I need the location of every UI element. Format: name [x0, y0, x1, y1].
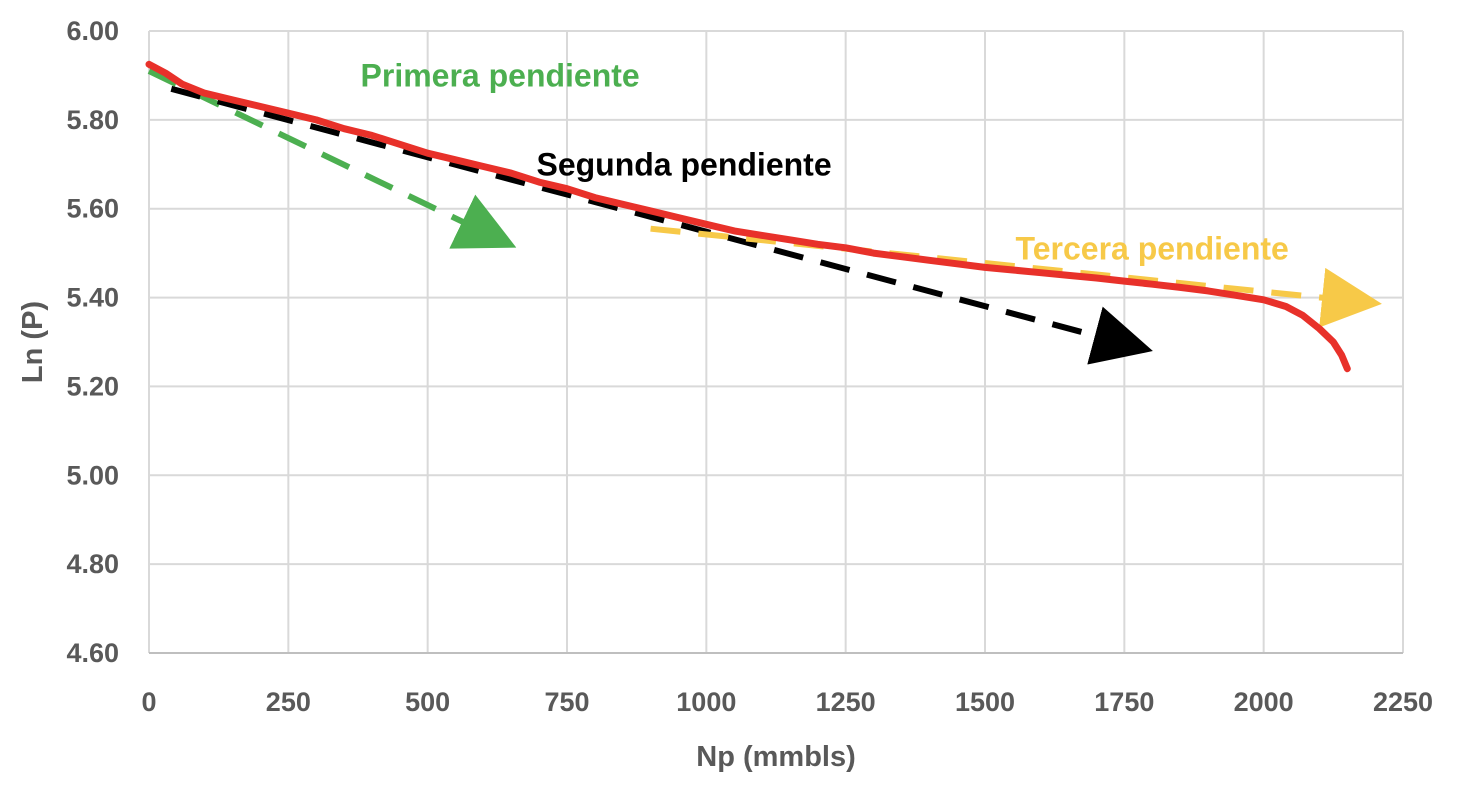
y-tick-label: 5.40	[66, 283, 119, 313]
axes: Np (mmbls) Ln (P) 6.00 5.80 5.60 5.40 5.20 5.…	[17, 16, 1433, 773]
y-tick-label: 4.60	[66, 638, 119, 668]
x-tick-label: 2250	[1373, 687, 1433, 717]
grid	[148, 30, 1404, 654]
y-tick-label: 6.00	[66, 16, 119, 46]
trend-arrow-tercera-pendiente	[650, 225, 1382, 328]
annotations: Primera pendiente Segunda pendiente Tercer…	[361, 57, 1289, 266]
x-tick-label: 500	[405, 687, 450, 717]
series-group	[145, 60, 1382, 373]
y-tick-label: 5.60	[66, 194, 119, 224]
x-tick-label: 1000	[676, 687, 736, 717]
y-tick-label: 5.00	[66, 460, 119, 490]
annotation-label: Primera pendiente	[361, 57, 640, 93]
trend-arrow-segunda-pendiente	[170, 85, 1153, 365]
x-tick-label: 250	[266, 687, 311, 717]
x-axis-title: Np (mmbls)	[696, 741, 856, 773]
annotation-label: Tercera pendiente	[1016, 231, 1289, 267]
x-tick-label: 750	[544, 687, 589, 717]
y-axis-title: Ln (P)	[17, 301, 49, 383]
x-tick-label: 1250	[816, 687, 876, 717]
series-line-ln-p	[145, 60, 1351, 373]
trend-arrow-primera-pendiente	[147, 68, 517, 249]
y-tick-label: 5.20	[66, 371, 119, 401]
y-tick-label: 5.80	[66, 105, 119, 135]
x-tick-label: 2000	[1234, 687, 1294, 717]
x-tick-label: 1500	[955, 687, 1015, 717]
x-tick-label: 0	[141, 687, 156, 717]
annotation-label: Segunda pendiente	[536, 146, 831, 182]
x-tick-label: 1750	[1094, 687, 1154, 717]
y-tick-label: 4.80	[66, 549, 119, 579]
